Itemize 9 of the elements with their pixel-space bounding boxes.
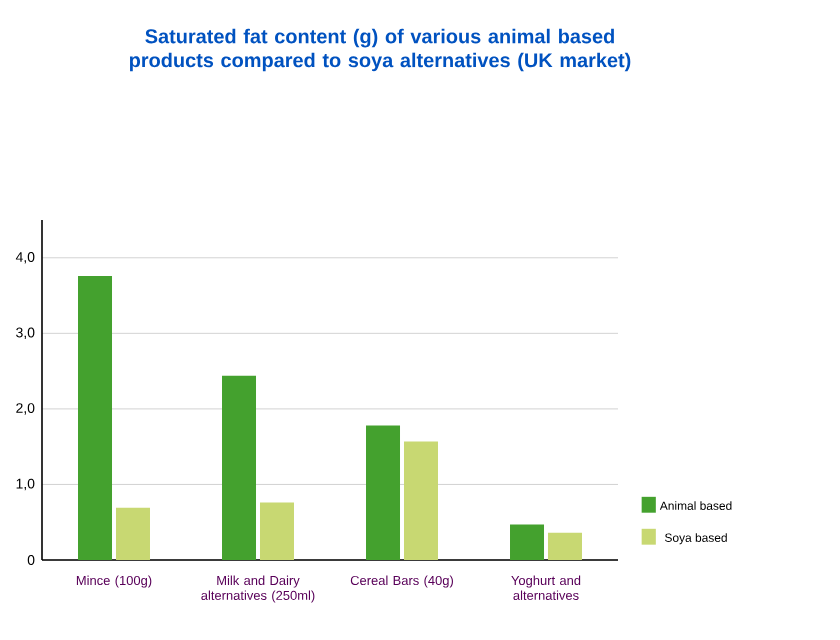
bar (222, 375, 257, 560)
bar (115, 507, 150, 560)
bar (547, 532, 582, 560)
bar (403, 441, 438, 560)
bar (510, 524, 545, 560)
bar (78, 275, 113, 560)
bar (259, 502, 294, 560)
bar (366, 425, 401, 560)
chart-title: Saturated fat content (g) of various animal based products compared to soya alternatives (UK market) (129, 28, 631, 72)
